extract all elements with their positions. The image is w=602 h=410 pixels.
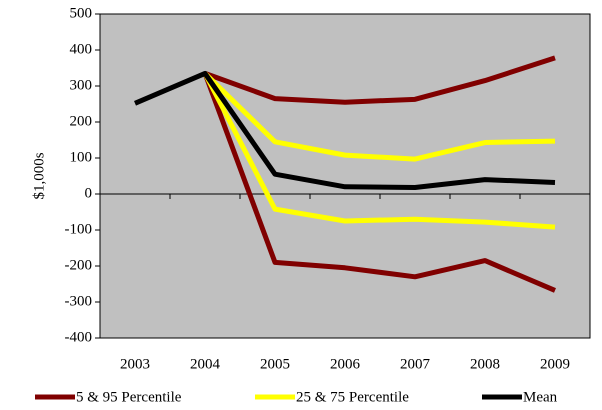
y-tick-label: -100 <box>65 221 93 237</box>
y-axis-label: $1,000s <box>31 152 47 199</box>
y-tick-label: 300 <box>70 77 93 93</box>
y-tick-label: -300 <box>65 293 93 309</box>
x-tick-label: 2003 <box>120 356 150 372</box>
legend-label: Mean <box>523 389 558 405</box>
x-tick-label: 2007 <box>400 356 431 372</box>
series-line <box>134 70 556 191</box>
legend-label: 25 & 75 Percentile <box>296 389 409 405</box>
x-tick-label: 2005 <box>260 356 290 372</box>
x-tick-label: 2009 <box>540 356 570 372</box>
y-tick-label: 200 <box>70 113 93 129</box>
series-line <box>202 72 556 230</box>
y-tick-label: 100 <box>70 149 93 165</box>
y-tick-label: 400 <box>70 41 93 57</box>
series-line <box>203 71 556 162</box>
plot-area <box>99 13 591 339</box>
x-tick-label: 2006 <box>330 356 361 372</box>
x-tick-label: 2004 <box>190 356 221 372</box>
y-tick-label: 0 <box>85 185 93 201</box>
y-tick-label: 500 <box>70 5 93 21</box>
y-tick-label: -400 <box>65 329 93 345</box>
y-tick-label: -200 <box>65 257 93 273</box>
x-tick-label: 2008 <box>470 356 500 372</box>
series-line <box>202 72 556 293</box>
legend-label: 5 & 95 Percentile <box>76 389 182 405</box>
series-line <box>204 55 556 105</box>
